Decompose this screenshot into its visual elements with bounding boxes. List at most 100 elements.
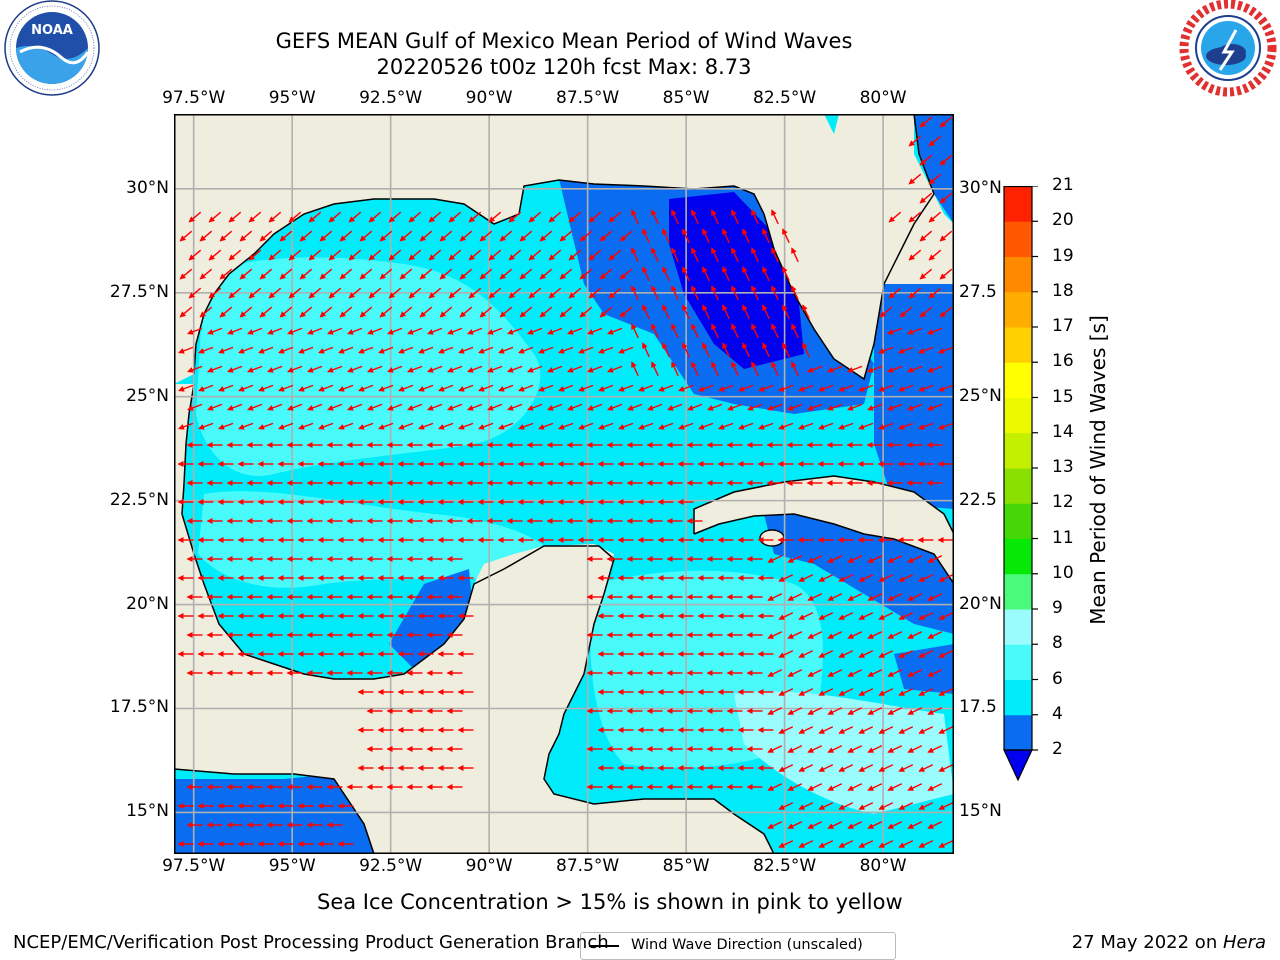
wave-direction-arrow: [938, 726, 954, 734]
wave-direction-arrow: [651, 323, 659, 339]
wave-direction-arrow: [887, 403, 903, 411]
map-legend: Wind Wave Direction (unscaled): [580, 932, 896, 960]
wave-direction-arrow: [247, 403, 263, 411]
wave-direction-arrow: [927, 631, 943, 639]
wave-direction-arrow: [731, 209, 739, 225]
wave-direction-arrow: [367, 327, 383, 335]
wave-direction-arrow: [691, 361, 699, 377]
wave-direction-arrow: [408, 287, 422, 299]
wave-direction-arrow: [731, 323, 739, 339]
wave-direction-arrow: [742, 342, 750, 358]
wave-direction-arrow: [507, 327, 523, 335]
colorbar-tick-label: 10: [1052, 562, 1074, 583]
wave-direction-arrow: [771, 247, 779, 263]
land-isla-de-la-juventud: [759, 529, 785, 547]
wave-direction-arrow: [627, 403, 643, 411]
wave-direction-arrow: [379, 306, 393, 318]
wave-direction-arrow: [838, 802, 854, 810]
lon-tick-label: 90°W: [465, 88, 513, 108]
wave-direction-arrow: [698, 384, 714, 392]
map-frame[interactable]: Wind Wave Direction (unscaled): [174, 114, 954, 960]
wave-direction-arrow: [278, 422, 294, 430]
wave-direction-arrow: [239, 230, 253, 242]
wave-direction-arrow: [807, 555, 823, 563]
wave-direction-arrow: [498, 384, 514, 392]
wave-direction-arrow: [778, 612, 794, 620]
footer-date-text: 27 May 2022 on: [1071, 932, 1223, 953]
wave-direction-arrow: [938, 612, 954, 620]
wave-direction-arrow: [878, 802, 894, 810]
wave-direction-arrow: [671, 285, 679, 301]
wave-direction-arrow: [248, 287, 262, 299]
lon-tick-label: 82.5°W: [753, 856, 817, 876]
land-mexico: [174, 384, 774, 854]
wave-direction-arrow: [671, 247, 679, 263]
wave-direction-arrow: [418, 422, 434, 430]
wave-direction-arrow: [878, 346, 894, 354]
wave-direction-arrow: [798, 726, 814, 734]
gulf-of-mexico-map[interactable]: [174, 114, 954, 854]
wave-direction-arrow: [738, 422, 754, 430]
wave-direction-arrow: [578, 422, 594, 430]
wave-direction-arrow: [631, 323, 639, 339]
wave-direction-arrow: [307, 403, 323, 411]
wave-direction-arrow: [847, 707, 863, 715]
wave-direction-arrow: [278, 384, 294, 392]
wave-direction-arrow: [278, 346, 294, 354]
wave-direction-arrow: [507, 365, 523, 373]
wave-direction-arrow: [228, 287, 242, 299]
wave-direction-arrow: [631, 209, 639, 225]
wave-direction-arrow: [919, 306, 933, 318]
wave-period-8-9-region: [734, 691, 954, 814]
wave-direction-arrow: [578, 384, 594, 392]
wave-direction-arrow: [767, 821, 783, 829]
wave-direction-arrow: [888, 211, 902, 223]
wave-direction-arrow: [279, 230, 293, 242]
wave-direction-arrow: [279, 268, 293, 280]
wave-direction-arrow: [791, 247, 799, 263]
wave-direction-arrow: [618, 346, 634, 354]
wave-direction-arrow: [898, 612, 914, 620]
wave-direction-arrow: [588, 211, 602, 223]
wave-direction-arrow: [378, 384, 394, 392]
wave-direction-arrow: [478, 422, 494, 430]
wave-direction-arrow: [199, 230, 213, 242]
wave-direction-arrow: [527, 365, 543, 373]
svg-text:NOAA: NOAA: [31, 23, 73, 38]
wave-direction-arrow: [671, 209, 679, 225]
wave-direction-arrow: [662, 304, 670, 320]
wave-direction-arrow: [399, 306, 413, 318]
lon-tick-label: 92.5°W: [359, 88, 423, 108]
wave-direction-arrow: [651, 285, 659, 301]
wave-direction-arrow: [818, 612, 834, 620]
lon-tick-label: 87.5°W: [556, 856, 620, 876]
lon-tick-label: 87.5°W: [556, 88, 620, 108]
wave-direction-arrow: [378, 346, 394, 354]
wave-direction-arrow: [702, 228, 710, 244]
wave-direction-arrow: [587, 327, 603, 335]
wave-direction-arrow: [847, 365, 863, 373]
wave-direction-arrow: [547, 403, 563, 411]
wave-direction-arrow: [722, 228, 730, 244]
wave-direction-arrow: [647, 403, 663, 411]
wave-direction-arrow: [738, 384, 754, 392]
wave-direction-arrow: [907, 403, 923, 411]
wave-direction-arrow: [319, 230, 333, 242]
colorbar-tick-label: 16: [1052, 351, 1074, 372]
wave-direction-arrow: [711, 247, 719, 263]
wave-direction-arrow: [407, 403, 423, 411]
wave-direction-arrow: [742, 228, 750, 244]
wave-direction-arrow: [907, 365, 923, 373]
wave-direction-arrow: [807, 403, 823, 411]
wave-direction-arrow: [827, 631, 843, 639]
wave-direction-arrow: [907, 707, 923, 715]
wave-direction-arrow: [682, 342, 690, 358]
wave-direction-arrow: [348, 249, 362, 261]
wave-direction-arrow: [299, 268, 313, 280]
wave-direction-arrow: [219, 268, 233, 280]
wave-direction-arrow: [858, 612, 874, 620]
wave-direction-arrow: [651, 209, 659, 225]
wave-direction-arrow: [898, 574, 914, 582]
wave-direction-arrow: [527, 403, 543, 411]
wave-direction-arrow: [607, 365, 623, 373]
